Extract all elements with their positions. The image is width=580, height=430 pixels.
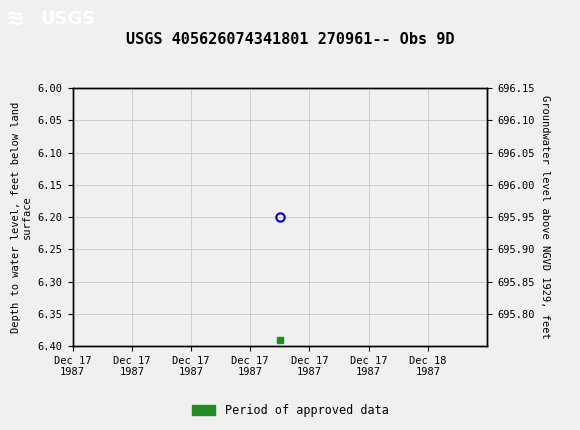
Text: USGS 405626074341801 270961-- Obs 9D: USGS 405626074341801 270961-- Obs 9D: [126, 32, 454, 47]
Text: ≋: ≋: [6, 9, 24, 29]
Y-axis label: Depth to water level, feet below land
surface: Depth to water level, feet below land su…: [10, 101, 32, 333]
Text: USGS: USGS: [41, 10, 96, 28]
Legend: Period of approved data: Period of approved data: [187, 399, 393, 422]
Y-axis label: Groundwater level above NGVD 1929, feet: Groundwater level above NGVD 1929, feet: [540, 95, 550, 339]
